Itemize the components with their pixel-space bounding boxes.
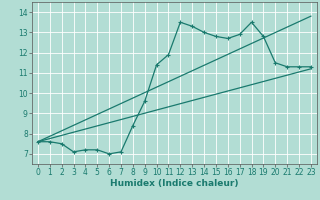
X-axis label: Humidex (Indice chaleur): Humidex (Indice chaleur) xyxy=(110,179,239,188)
